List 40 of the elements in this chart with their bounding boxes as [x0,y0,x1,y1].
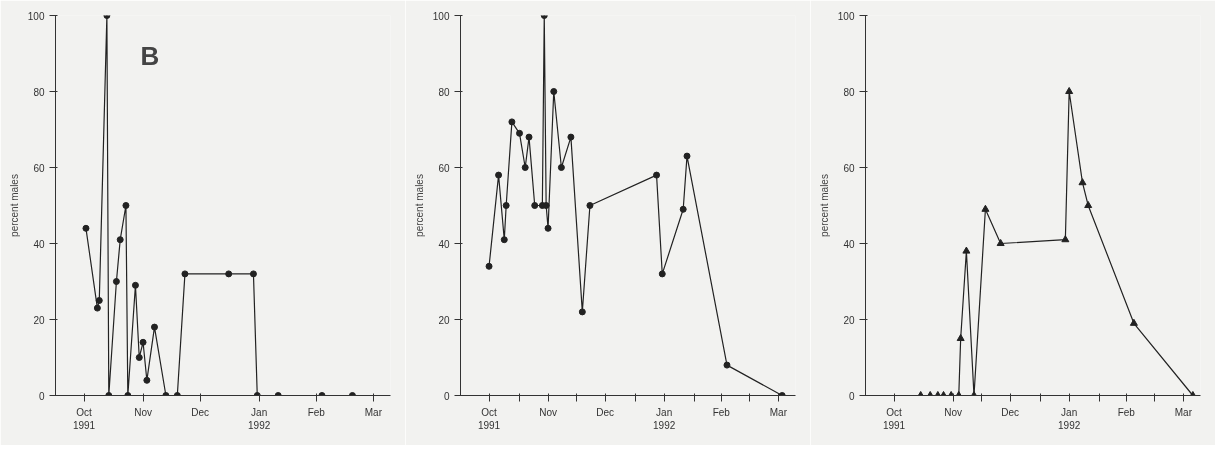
y-tick-label: 60 [843,162,855,174]
y-tick-label: 40 [33,238,45,250]
y-axis-title: percent males [818,174,830,237]
x-tick-label: Feb [712,406,731,418]
x-tick-label: Oct 1991 [72,406,96,431]
x-tick-label: Oct 1991 [477,406,501,431]
x-tick-label: Feb [1117,406,1136,418]
x-tick-label: Jan 1992 [653,406,676,431]
y-tick-label: 100 [27,10,45,22]
y-tick-label: 100 [432,10,450,22]
x-tick-label: Mar [1174,406,1193,418]
x-tick-label: Nov [134,406,152,418]
x-tick-label: Dec [596,406,615,418]
y-tick-label: 0 [38,390,45,402]
y-tick-label: 80 [33,86,45,98]
x-tick-label: Nov [539,406,557,418]
y-tick-label: 40 [843,238,855,250]
y-tick-label: 60 [33,162,45,174]
y-tick-label: 20 [438,314,450,326]
x-tick-label: Mar [769,406,788,418]
x-tick-label: Feb [307,406,326,418]
x-tick-label: Jan 1992 [248,406,271,431]
annotation: B [140,40,160,71]
y-tick-label: 80 [438,86,450,98]
y-axis-title: percent males [413,174,425,237]
x-tick-label: Dec [191,406,210,418]
y-tick-label: 60 [438,162,450,174]
x-tick-label: Dec [1001,406,1020,418]
x-tick-label: Mar [364,406,383,418]
y-tick-label: 20 [843,314,855,326]
x-tick-label: Nov [944,406,962,418]
y-tick-label: 40 [438,238,450,250]
y-tick-label: 100 [837,10,855,22]
x-tick-label: Jan 1992 [1058,406,1081,431]
y-tick-label: 0 [443,390,450,402]
x-tick-label: Oct 1991 [882,406,906,431]
y-tick-label: 0 [848,390,855,402]
y-axis-title: percent males [8,174,20,237]
y-tick-label: 80 [843,86,855,98]
y-tick-label: 20 [33,314,45,326]
